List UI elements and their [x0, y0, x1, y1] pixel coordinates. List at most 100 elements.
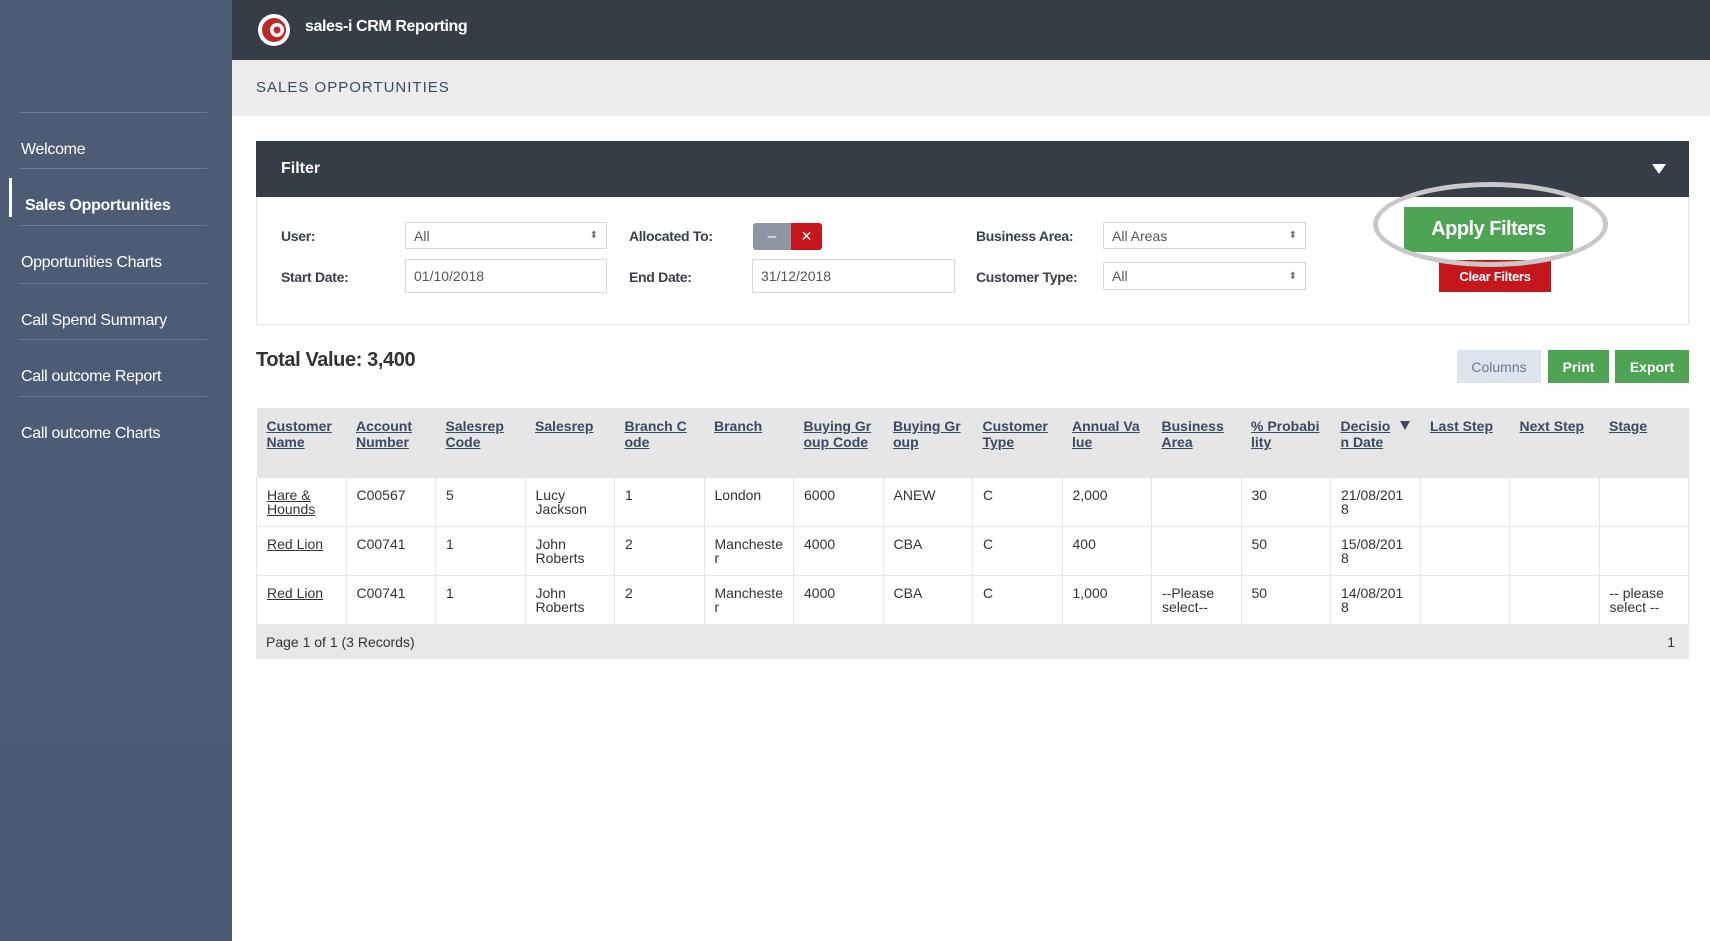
table-cell: [1598, 476, 1689, 527]
table-cell: 6000: [793, 476, 884, 527]
business-area-value: All Areas: [1112, 227, 1168, 244]
table-cell: C00741: [345, 574, 436, 625]
pagination-info: Page 1 of 1 (3 Records): [266, 634, 415, 650]
table-cell: 2: [614, 525, 705, 576]
nav-separator: [20, 339, 207, 340]
table-cell: Lucy Jackson: [524, 476, 615, 527]
print-button[interactable]: Print: [1548, 350, 1609, 383]
table-cell: 21/08/2018: [1330, 476, 1421, 527]
table-cell: [1419, 574, 1510, 625]
column-header[interactable]: Salesrep: [525, 408, 615, 477]
end-date-label: End Date:: [629, 269, 692, 285]
table-cell: ANEW: [882, 476, 973, 527]
nav-item[interactable]: Call outcome Report: [21, 368, 162, 385]
table-cell: C: [972, 574, 1063, 625]
table-cell: [1509, 476, 1600, 527]
table-cell: 4000: [793, 574, 884, 625]
table-cell: C: [972, 525, 1063, 576]
table-cell[interactable]: Hare & Hounds: [256, 476, 347, 527]
table-cell: 2,000: [1061, 476, 1152, 527]
column-header[interactable]: Customer Name: [256, 408, 346, 477]
column-header[interactable]: Branch: [704, 408, 794, 477]
nav-separator: [20, 112, 207, 113]
table-cell: 30: [1240, 476, 1331, 527]
start-date-input[interactable]: 01/10/2018: [405, 259, 607, 293]
sort-icon: [1400, 421, 1410, 430]
table-cell: 1,000: [1061, 574, 1152, 625]
nav-item[interactable]: Opportunities Charts: [21, 254, 162, 271]
results-table: Customer Name Account Number Salesrep Code…: [256, 408, 1689, 625]
table-cell: [1419, 476, 1510, 527]
column-header[interactable]: Salesrep Code: [435, 408, 525, 477]
column-header[interactable]: Decision Date: [1330, 408, 1420, 477]
user-select[interactable]: All ⬍: [405, 222, 607, 249]
table-cell: -- please select --: [1598, 574, 1689, 625]
column-header[interactable]: Branch Code: [614, 408, 704, 477]
total-value: Total Value: 3,400: [256, 349, 416, 371]
nav-separator: [20, 396, 207, 397]
table-cell: 50: [1240, 574, 1331, 625]
column-header[interactable]: % Probability: [1241, 408, 1331, 477]
column-header[interactable]: Customer Type: [972, 408, 1062, 477]
page-number[interactable]: 1: [1667, 634, 1675, 650]
allocated-toggle[interactable]: – ×: [753, 223, 822, 250]
table-cell: 2: [614, 574, 705, 625]
table-cell: 4000: [793, 525, 884, 576]
table-cell: [1598, 525, 1689, 576]
business-area-select[interactable]: All Areas ⬍: [1103, 222, 1306, 249]
table-cell: C00567: [345, 476, 436, 527]
user-value: All: [414, 227, 430, 244]
table-cell[interactable]: Red Lion: [256, 525, 347, 576]
column-header[interactable]: Business Area: [1151, 408, 1241, 477]
nav-separator: [20, 225, 207, 226]
table-cell: London: [703, 476, 794, 527]
highlight-ring: [1373, 182, 1608, 267]
table-cell: [1419, 525, 1510, 576]
table-row: Red Lion C00741 1 John Roberts 2 Manchester 40…: [256, 574, 1689, 625]
table-cell: CBA: [882, 525, 973, 576]
table-cell: John Roberts: [524, 525, 615, 576]
table-cell: [1509, 574, 1600, 625]
nav-item[interactable]: Call Spend Summary: [21, 312, 167, 329]
customer-type-label: Customer Type:: [976, 269, 1078, 285]
user-label: User:: [281, 228, 316, 244]
column-header[interactable]: Last Step: [1420, 408, 1510, 477]
column-header[interactable]: Account Number: [346, 408, 436, 477]
customer-type-value: All: [1112, 268, 1128, 284]
table-cell: Manchester: [703, 574, 794, 625]
nav-separator: [20, 283, 207, 284]
column-header[interactable]: Buying Group: [883, 408, 973, 477]
end-date-input[interactable]: 31/12/2018: [752, 259, 955, 293]
columns-button[interactable]: Columns: [1457, 350, 1541, 383]
table-cell[interactable]: Red Lion: [256, 574, 347, 625]
customer-type-select[interactable]: All ⬍: [1103, 262, 1306, 290]
page-title: SALES OPPORTUNITIES: [256, 79, 450, 96]
filter-title: Filter: [281, 160, 321, 177]
allocated-label: Allocated To:: [629, 228, 713, 244]
column-header[interactable]: Buying Group Code: [793, 408, 883, 477]
table-cell: [1151, 525, 1242, 576]
page-header: SALES OPPORTUNITIES: [232, 60, 1710, 116]
table-cell: 50: [1240, 525, 1331, 576]
nav-separator: [20, 168, 207, 169]
column-header[interactable]: Next Step: [1509, 408, 1599, 477]
table-cell: --Please select--: [1151, 574, 1242, 625]
table-cell: [1151, 476, 1242, 527]
header-row: Customer Name Account Number Salesrep Code…: [256, 408, 1689, 477]
collapse-icon: [1652, 164, 1666, 174]
table-footer: Page 1 of 1 (3 Records) 1: [256, 624, 1689, 659]
nav-item[interactable]: Call outcome Charts: [21, 425, 161, 442]
column-header[interactable]: Annual Value: [1062, 408, 1152, 477]
table-cell: Manchester: [703, 525, 794, 576]
table-cell: John Roberts: [524, 574, 615, 625]
nav-item[interactable]: Welcome: [21, 141, 86, 158]
end-date-value: 31/12/2018: [761, 268, 832, 284]
table-cell: C: [972, 476, 1063, 527]
column-header[interactable]: Stage: [1599, 408, 1689, 477]
export-button[interactable]: Export: [1615, 350, 1689, 383]
table-row: Red Lion C00741 1 John Roberts 2 Manchester 40…: [256, 525, 1689, 576]
nav-item[interactable]: Sales Opportunities: [25, 197, 171, 214]
table-cell: 400: [1061, 525, 1152, 576]
start-date-value: 01/10/2018: [414, 268, 485, 284]
